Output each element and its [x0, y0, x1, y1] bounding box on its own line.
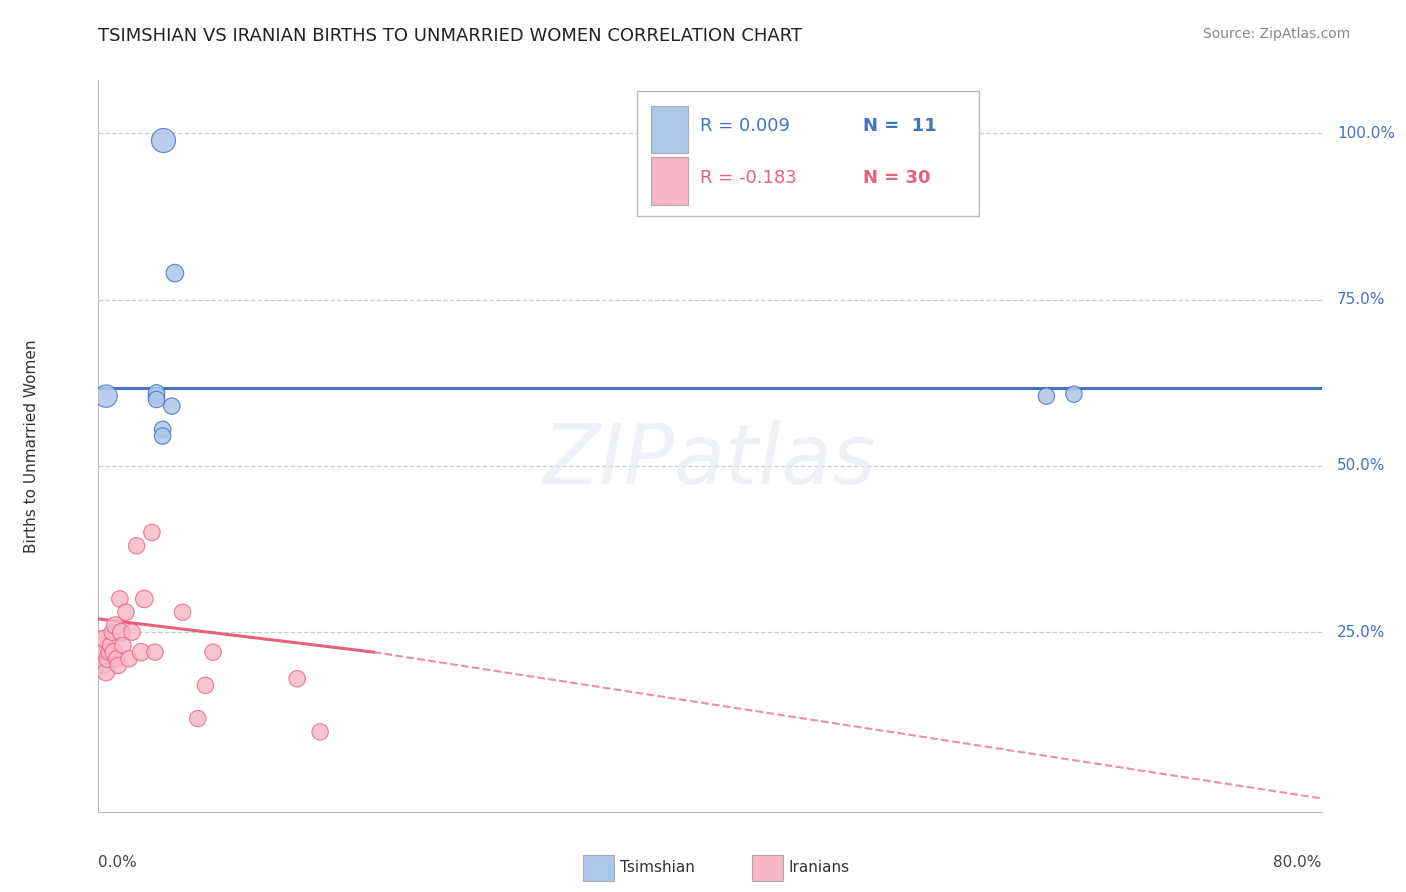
Point	[121, 625, 143, 640]
Text: R = -0.183: R = -0.183	[700, 169, 797, 186]
Text: 75.0%: 75.0%	[1337, 293, 1385, 307]
Point	[108, 591, 131, 606]
FancyBboxPatch shape	[651, 106, 688, 153]
Point	[202, 645, 225, 659]
Point	[105, 652, 128, 666]
Point	[129, 645, 152, 659]
Point	[194, 678, 217, 692]
Text: 50.0%: 50.0%	[1337, 458, 1385, 474]
Point	[89, 639, 111, 653]
Point	[145, 389, 167, 403]
Point	[94, 665, 117, 679]
Text: N =  11: N = 11	[863, 118, 936, 136]
Text: ZIPatlas: ZIPatlas	[543, 420, 877, 501]
Point	[141, 525, 163, 540]
Point	[125, 539, 148, 553]
FancyBboxPatch shape	[637, 91, 979, 216]
Text: 100.0%: 100.0%	[1337, 126, 1395, 141]
Point	[98, 645, 121, 659]
Point	[145, 385, 167, 400]
Point	[134, 591, 156, 606]
Point	[115, 605, 138, 619]
Text: N = 30: N = 30	[863, 169, 931, 186]
Text: Tsimshian: Tsimshian	[620, 861, 695, 875]
Text: Births to Unmarried Women: Births to Unmarried Women	[24, 339, 38, 553]
Point	[143, 645, 166, 659]
FancyBboxPatch shape	[651, 157, 688, 204]
Point	[152, 429, 174, 443]
Text: Source: ZipAtlas.com: Source: ZipAtlas.com	[1202, 27, 1350, 41]
Text: 25.0%: 25.0%	[1337, 624, 1385, 640]
Point	[160, 399, 183, 413]
Point	[94, 389, 117, 403]
Point	[163, 266, 186, 280]
Point	[90, 645, 112, 659]
Point	[152, 422, 174, 436]
Point	[97, 652, 120, 666]
Point	[104, 618, 127, 632]
Point	[110, 625, 132, 640]
Point	[187, 712, 209, 726]
Point	[118, 652, 141, 666]
Point	[100, 639, 122, 653]
Point	[152, 133, 174, 147]
Point	[1035, 389, 1057, 403]
Point	[103, 645, 125, 659]
Point	[309, 725, 332, 739]
Point	[93, 632, 115, 646]
Point	[107, 658, 129, 673]
Point	[91, 658, 114, 673]
Point	[111, 639, 134, 653]
Point	[145, 392, 167, 407]
Text: 0.0%: 0.0%	[98, 855, 138, 870]
Text: R = 0.009: R = 0.009	[700, 118, 790, 136]
Text: Iranians: Iranians	[789, 861, 849, 875]
Point	[285, 672, 308, 686]
Text: 80.0%: 80.0%	[1274, 855, 1322, 870]
Point	[172, 605, 194, 619]
Text: TSIMSHIAN VS IRANIAN BIRTHS TO UNMARRIED WOMEN CORRELATION CHART: TSIMSHIAN VS IRANIAN BIRTHS TO UNMARRIED…	[98, 27, 803, 45]
Point	[101, 625, 124, 640]
Point	[1063, 387, 1085, 401]
